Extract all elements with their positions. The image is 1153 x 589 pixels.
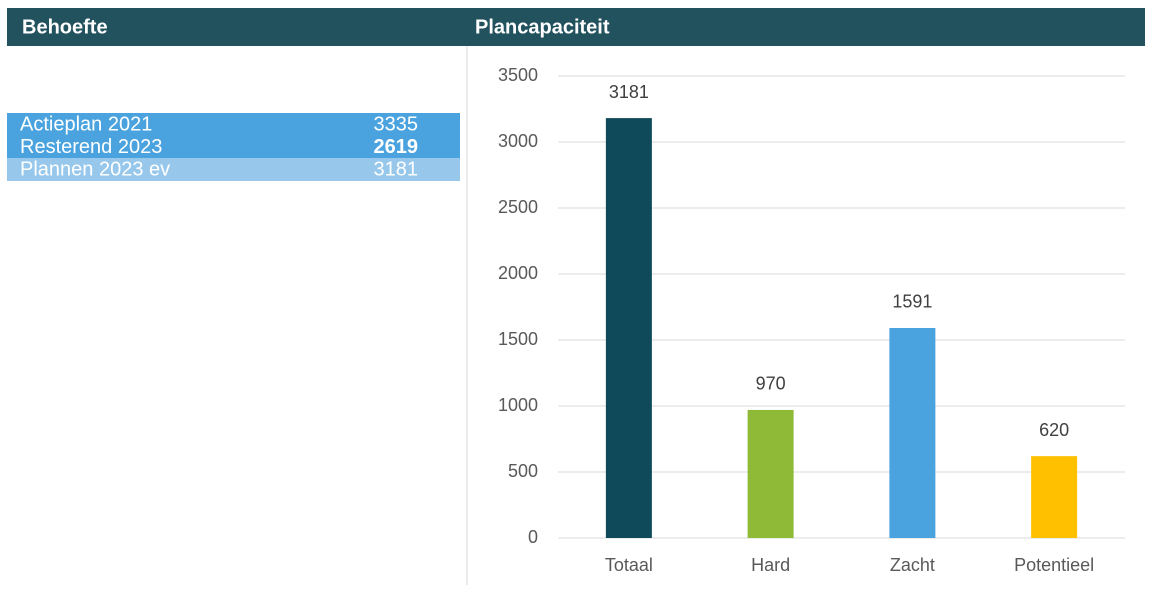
y-tick-label: 500 [508,461,538,481]
y-tick-label: 0 [528,527,538,547]
bar [889,327,936,538]
bar [1031,456,1078,538]
y-tick-label: 3500 [498,65,538,85]
y-tick-label: 3000 [498,131,538,151]
table-row [7,158,460,181]
data-label: 1591 [892,292,932,312]
header-bar [7,8,1145,46]
row-value: 3181 [374,158,419,180]
row-label: Resterend 2023 [20,136,162,158]
x-tick-label: Potentieel [1014,555,1094,575]
bar [747,409,794,538]
row-value: 2619 [374,136,419,158]
behoefte-title: Behoefte [22,16,108,38]
y-tick-label: 2500 [498,197,538,217]
data-label: 3181 [609,82,649,102]
x-tick-label: Zacht [890,555,935,575]
row-label: Plannen 2023 ev [20,158,170,180]
data-label: 970 [756,374,786,394]
x-tick-label: Totaal [605,555,653,575]
bar [605,118,652,538]
y-tick-label: 1000 [498,395,538,415]
y-tick-label: 2000 [498,263,538,283]
table-row [7,135,460,159]
y-tick-label: 1500 [498,329,538,349]
x-tick-label: Hard [751,555,790,575]
row-value: 3335 [374,113,419,135]
row-label: Actieplan 2021 [20,113,152,135]
table-row [7,113,460,136]
data-label: 620 [1039,420,1069,440]
chart-title: Plancapaciteit [475,16,610,38]
